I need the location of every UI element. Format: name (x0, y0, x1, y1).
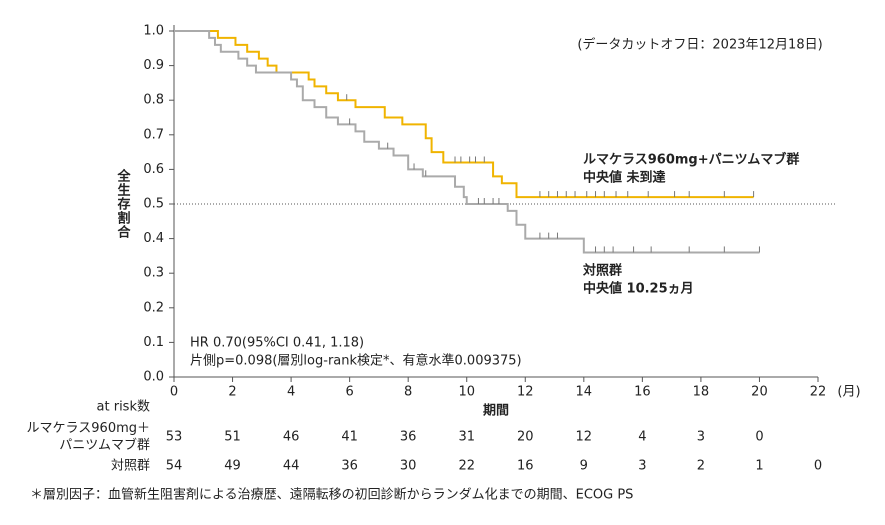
risk-value: 9 (580, 459, 588, 474)
median-label: 中央値 10.25ヵ月 (583, 281, 694, 297)
risk-value: 46 (283, 430, 300, 445)
risk-value: 20 (517, 430, 534, 445)
x-tick-label: 14 (576, 385, 593, 400)
y-axis-label: 全生存割合 (115, 168, 132, 239)
risk-row-label: パニツムマブ群 (59, 437, 150, 453)
annotation: (データカットオフ日：2023年12月18日) (577, 37, 822, 53)
x-tick-label: 10 (458, 385, 475, 400)
y-tick-label: 0.3 (143, 266, 164, 281)
y-tick-label: 0.1 (143, 335, 164, 350)
risk-value: 4 (638, 430, 646, 445)
y-tick-label: 0.9 (143, 58, 164, 73)
risk-value: 30 (400, 459, 417, 474)
y-tick-label: 0.5 (143, 197, 164, 212)
risk-value: 3 (638, 459, 646, 474)
risk-value: 49 (224, 459, 241, 474)
median-label: 中央値 未到達 (583, 170, 666, 186)
x-tick-label: 2 (228, 385, 236, 400)
risk-value: 12 (576, 430, 593, 445)
x-tick-label: 12 (517, 385, 534, 400)
risk-title: at risk数 (97, 400, 150, 415)
risk-value: 1 (755, 459, 763, 474)
risk-value: 3 (697, 430, 705, 445)
y-tick-label: 0.4 (143, 231, 164, 246)
footnote: ＊層別因子：血管新生阻害剤による治療歴、遠隔転移の初回診断からランダム化までの期… (30, 487, 633, 503)
x-tick-label: 0 (170, 385, 178, 400)
risk-value: 22 (458, 459, 475, 474)
y-tick-label: 0.6 (143, 162, 164, 177)
x-tick-label: 22 (810, 385, 827, 400)
legend-label: 対照群 (582, 263, 622, 279)
stats-text: 片側p=0.098(層別log-rank検定*、有意水準0.009375) (190, 353, 522, 369)
risk-value: 0 (814, 459, 822, 474)
x-tick-label: 4 (287, 385, 295, 400)
risk-value: 44 (283, 459, 300, 474)
risk-value: 36 (400, 430, 417, 445)
x-axis-label: 期間 (483, 404, 509, 419)
legend-label: ルマケラス960mg+パニツムマブ群 (583, 152, 799, 168)
y-tick-label: 0.2 (143, 300, 164, 315)
survival-curve (174, 30, 754, 199)
x-tick-label: 18 (693, 385, 710, 400)
x-tick-label: 6 (345, 385, 353, 400)
risk-value: 51 (224, 430, 241, 445)
risk-value: 0 (755, 430, 763, 445)
x-tick-label: 16 (634, 385, 651, 400)
risk-value: 41 (341, 430, 358, 445)
x-tick-label: 8 (404, 385, 412, 400)
y-tick-label: 0.0 (143, 370, 164, 385)
x-tick-label: 20 (751, 385, 768, 400)
risk-value: 2 (697, 459, 705, 474)
x-axis-unit: (月) (837, 385, 860, 400)
risk-row-label: ルマケラス960mg＋ (27, 421, 150, 436)
risk-value: 36 (341, 459, 358, 474)
stats-text: HR 0.70(95%CI 0.41, 1.18) (190, 336, 364, 351)
y-tick-label: 0.7 (143, 127, 164, 142)
survival-curve (174, 30, 760, 254)
risk-value: 16 (517, 459, 534, 474)
risk-row-label: 対照群 (111, 459, 150, 474)
risk-value: 54 (166, 459, 183, 474)
risk-value: 31 (458, 430, 475, 445)
risk-value: 53 (166, 430, 183, 445)
y-tick-label: 1.0 (143, 24, 164, 39)
y-tick-label: 0.8 (143, 93, 164, 108)
